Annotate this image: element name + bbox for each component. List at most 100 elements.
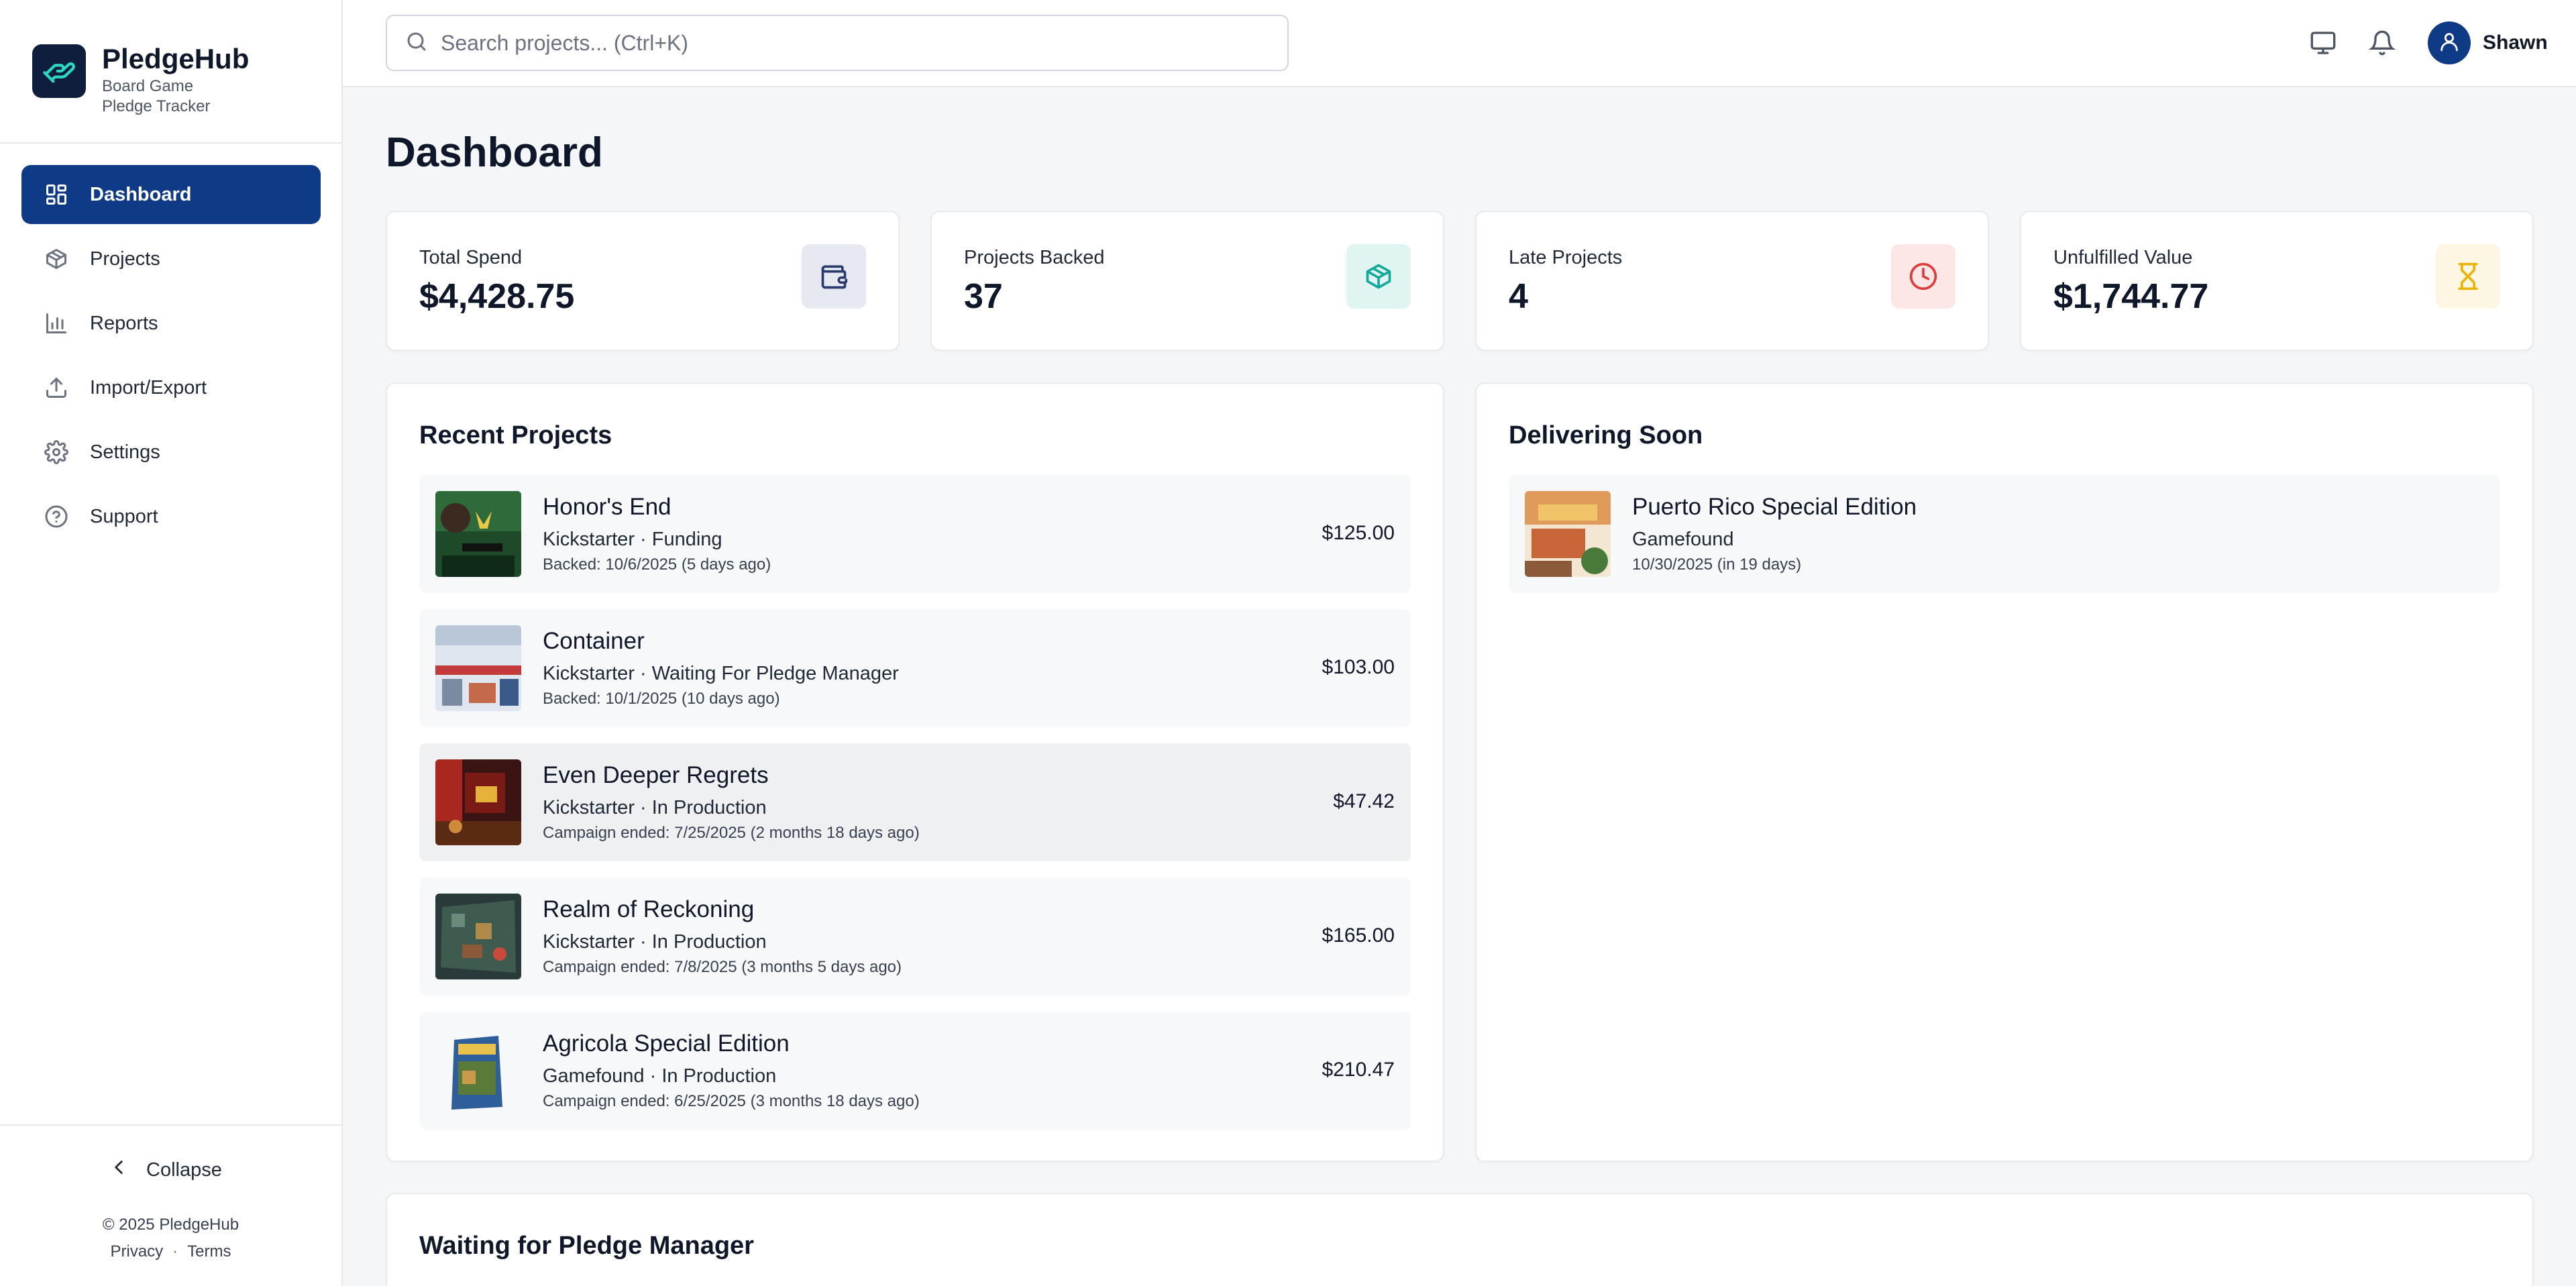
- clock-icon: [1891, 244, 1955, 309]
- project-meta: Gamefound · In Production: [543, 1065, 777, 1087]
- sidebar-item-label: Support: [90, 505, 158, 527]
- project-price: $47.42: [1333, 790, 1395, 812]
- project-price: $210.47: [1322, 1059, 1395, 1081]
- brand-name: PledgeHub: [102, 43, 250, 74]
- sidebar-item-label: Settings: [90, 441, 160, 463]
- panel-title: Waiting for Pledge Manager: [419, 1232, 754, 1260]
- help-circle-icon: [43, 503, 70, 530]
- waiting-for-pledge-manager-panel: Waiting for Pledge Manager: [386, 1193, 2534, 1286]
- project-price: $103.00: [1322, 656, 1395, 678]
- sidebar-item-label: Reports: [90, 312, 158, 334]
- project-date: 10/30/2025 (in 19 days): [1632, 555, 1802, 574]
- copyright: © 2025 PledgeHub: [102, 1216, 239, 1234]
- stat-value: $4,428.75: [419, 277, 575, 316]
- sidebar-item-support[interactable]: Support: [21, 487, 321, 546]
- stat-card-late-projects: Late Projects 4: [1475, 211, 1989, 351]
- project-name: Even Deeper Regrets: [543, 762, 769, 788]
- project-thumbnail: [435, 491, 521, 577]
- sidebar-item-label: Projects: [90, 248, 160, 270]
- collapse-button[interactable]: Collapse: [107, 1151, 222, 1189]
- collapse-label: Collapse: [146, 1159, 222, 1181]
- project-price: $125.00: [1322, 522, 1395, 544]
- project-date: Campaign ended: 7/25/2025 (2 months 18 d…: [543, 824, 920, 842]
- search-input[interactable]: [441, 30, 1246, 56]
- stat-label: Unfulfilled Value: [2053, 247, 2193, 268]
- footer-links: Privacy · Terms: [0, 1242, 341, 1261]
- stat-card-projects-backed: Projects Backed 37: [930, 211, 1444, 351]
- project-date: Campaign ended: 6/25/2025 (3 months 18 d…: [543, 1092, 920, 1110]
- sidebar-item-import-export[interactable]: Import/Export: [21, 358, 321, 417]
- project-date: Backed: 10/6/2025 (5 days ago): [543, 555, 771, 574]
- project-thumbnail: [1525, 491, 1611, 577]
- project-date: Campaign ended: 7/8/2025 (3 months 5 day…: [543, 958, 902, 976]
- project-thumbnail: [435, 1028, 521, 1114]
- project-price: $165.00: [1322, 924, 1395, 947]
- dashboard-grid-icon: [43, 181, 70, 208]
- list-item[interactable]: Honor's End Kickstarter · Funding Backed…: [419, 475, 1411, 593]
- footer-separator: ·: [172, 1242, 178, 1261]
- user-icon: [2438, 30, 2461, 56]
- stat-card-unfulfilled-value: Unfulfilled Value $1,744.77: [2020, 211, 2534, 351]
- brand[interactable]: PledgeHub Board Game Pledge Tracker: [32, 43, 250, 117]
- list-item[interactable]: Even Deeper Regrets Kickstarter · In Pro…: [419, 743, 1411, 861]
- sidebar-item-settings[interactable]: Settings: [21, 423, 321, 482]
- stat-label: Projects Backed: [964, 247, 1105, 268]
- terms-link[interactable]: Terms: [187, 1242, 231, 1261]
- page-title: Dashboard: [386, 129, 603, 176]
- stat-label: Late Projects: [1509, 247, 1623, 268]
- list-item[interactable]: Puerto Rico Special Edition Gamefound 10…: [1509, 475, 2500, 593]
- project-meta: Kickstarter · Waiting For Pledge Manager: [543, 663, 899, 684]
- chevron-left-icon: [107, 1156, 130, 1184]
- stat-value: 37: [964, 277, 1003, 316]
- sidebar-nav: Dashboard Projects Reports Import/Export…: [21, 165, 321, 551]
- stat-card-total-spend: Total Spend $4,428.75: [386, 211, 900, 351]
- search-icon: [405, 30, 429, 57]
- divider: [0, 1124, 341, 1126]
- project-thumbnail: [435, 759, 521, 845]
- pledgehub-logo-icon: [32, 44, 86, 98]
- list-item[interactable]: Container Kickstarter · Waiting For Pled…: [419, 609, 1411, 727]
- project-thumbnail: [435, 625, 521, 711]
- monitor-icon[interactable]: [2307, 27, 2339, 59]
- sidebar: PledgeHub Board Game Pledge Tracker Dash…: [0, 0, 343, 1286]
- delivering-soon-panel: Delivering Soon Puerto Rico Special Edit…: [1475, 382, 2534, 1162]
- project-meta: Kickstarter · In Production: [543, 931, 767, 953]
- project-name: Realm of Reckoning: [543, 896, 755, 922]
- user-name: Shawn: [2483, 32, 2548, 54]
- list-item[interactable]: Agricola Special Edition Gamefound · In …: [419, 1012, 1411, 1130]
- stat-label: Total Spend: [419, 247, 523, 268]
- box-icon: [43, 246, 70, 272]
- project-name: Puerto Rico Special Edition: [1632, 494, 1917, 520]
- brand-subtitle-line1: Board Game: [102, 77, 194, 95]
- project-meta: Kickstarter · Funding: [543, 529, 722, 550]
- stat-value: $1,744.77: [2053, 277, 2209, 316]
- user-menu[interactable]: Shawn: [2428, 21, 2548, 64]
- sidebar-item-label: Import/Export: [90, 376, 207, 398]
- panel-title: Recent Projects: [419, 421, 612, 449]
- project-name: Honor's End: [543, 494, 672, 520]
- search-box[interactable]: [386, 15, 1289, 71]
- recent-projects-panel: Recent Projects Honor's End Kickstarter …: [386, 382, 1444, 1162]
- upload-icon: [43, 374, 70, 401]
- sidebar-item-dashboard[interactable]: Dashboard: [21, 165, 321, 224]
- wallet-icon: [802, 244, 866, 309]
- project-name: Agricola Special Edition: [543, 1030, 790, 1057]
- project-meta: Gamefound: [1632, 529, 1734, 550]
- hourglass-icon: [2436, 244, 2500, 309]
- project-date: Backed: 10/1/2025 (10 days ago): [543, 690, 780, 708]
- bell-icon[interactable]: [2366, 27, 2398, 59]
- bar-chart-icon: [43, 310, 70, 337]
- privacy-link[interactable]: Privacy: [110, 1242, 164, 1261]
- box-icon: [1346, 244, 1411, 309]
- brand-subtitle-line2: Pledge Tracker: [102, 97, 211, 115]
- avatar: [2428, 21, 2471, 64]
- list-item[interactable]: Realm of Reckoning Kickstarter · In Prod…: [419, 877, 1411, 996]
- sidebar-item-reports[interactable]: Reports: [21, 294, 321, 353]
- stat-value: 4: [1509, 277, 1528, 316]
- divider: [0, 142, 341, 144]
- project-name: Container: [543, 628, 645, 654]
- gear-icon: [43, 439, 70, 466]
- sidebar-item-projects[interactable]: Projects: [21, 229, 321, 288]
- sidebar-item-label: Dashboard: [90, 183, 192, 205]
- topbar: Shawn: [343, 0, 2576, 87]
